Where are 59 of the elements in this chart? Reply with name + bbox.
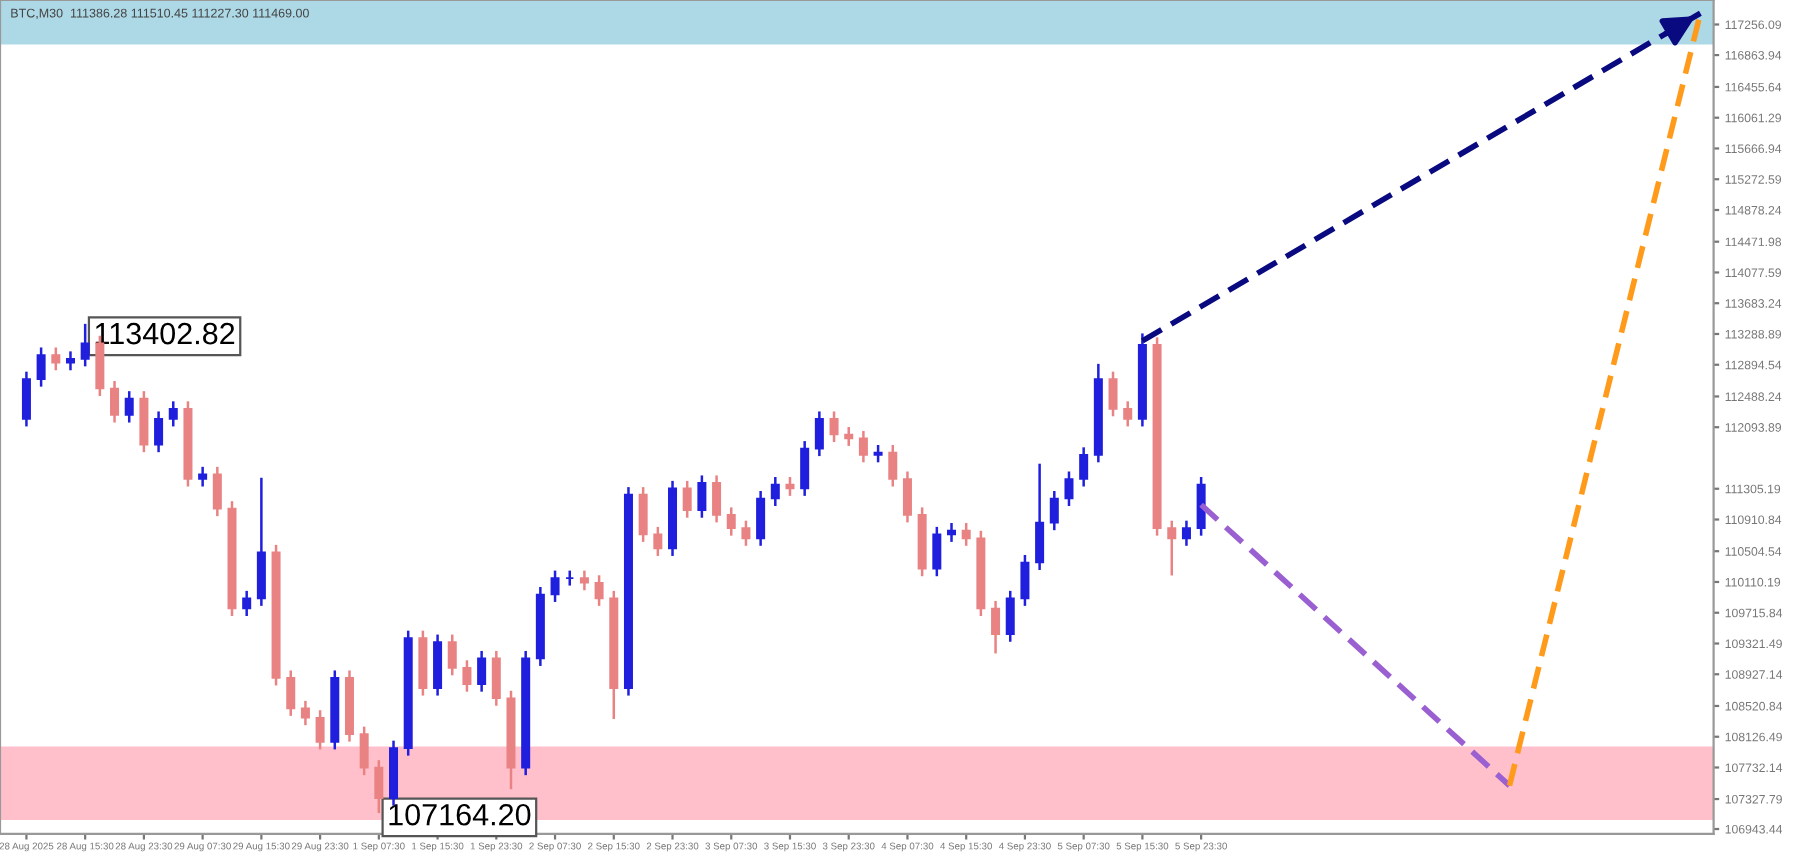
candlestick xyxy=(242,590,252,616)
candlestick xyxy=(154,411,164,453)
candlestick xyxy=(256,477,266,606)
candlestick xyxy=(447,634,457,676)
candlestick xyxy=(741,520,751,546)
candlestick xyxy=(902,471,912,523)
candlestick xyxy=(51,347,61,371)
candlestick xyxy=(991,601,1001,654)
candlestick xyxy=(1181,520,1191,546)
annotation: 107164.20 xyxy=(389,803,531,826)
candlestick xyxy=(198,466,208,487)
candlestick xyxy=(697,475,707,518)
candlestick xyxy=(726,507,736,536)
candlestick xyxy=(653,526,663,556)
candlestick xyxy=(814,411,824,457)
candlestick xyxy=(1108,371,1118,417)
candlestick xyxy=(858,430,868,463)
candlestick xyxy=(594,575,604,606)
candlestick xyxy=(359,726,369,776)
candlestick xyxy=(477,650,487,692)
candlestick xyxy=(1049,491,1059,531)
candlestick xyxy=(829,411,839,443)
candlestick xyxy=(961,523,971,546)
candlestick xyxy=(1196,476,1206,536)
candlestick xyxy=(1005,590,1015,642)
candlestick xyxy=(374,760,384,814)
candlestick xyxy=(21,371,31,427)
candlestick xyxy=(682,480,692,518)
candlestick xyxy=(124,391,134,423)
candlestick xyxy=(139,391,149,453)
candlestick xyxy=(300,700,310,726)
candlestick xyxy=(1020,554,1030,606)
candlestick xyxy=(844,427,854,446)
candlestick xyxy=(947,523,957,542)
candlestick xyxy=(770,476,780,506)
candlestick xyxy=(1123,401,1133,427)
candlestick xyxy=(888,444,898,487)
candlestick xyxy=(638,487,648,542)
candlestick xyxy=(1167,520,1177,576)
candlestick xyxy=(491,650,501,706)
candlestick xyxy=(800,441,810,496)
candlestick xyxy=(1035,463,1045,570)
candlestick xyxy=(80,323,90,367)
candlestick xyxy=(315,710,325,750)
candlestick xyxy=(65,351,75,371)
candlestick xyxy=(433,634,443,696)
candlestick xyxy=(462,660,472,692)
candlestick xyxy=(932,526,942,577)
candlestick xyxy=(36,347,46,387)
candlestick xyxy=(1079,447,1089,487)
candlestick xyxy=(286,670,296,716)
candlestick xyxy=(212,466,222,517)
candlestick xyxy=(168,401,178,427)
candlestick xyxy=(712,475,722,523)
annotation: 113402.82 xyxy=(95,322,235,345)
candlestick xyxy=(110,381,120,423)
candlestick xyxy=(756,491,766,546)
candlestick xyxy=(550,570,560,602)
candlestick xyxy=(1064,471,1074,506)
